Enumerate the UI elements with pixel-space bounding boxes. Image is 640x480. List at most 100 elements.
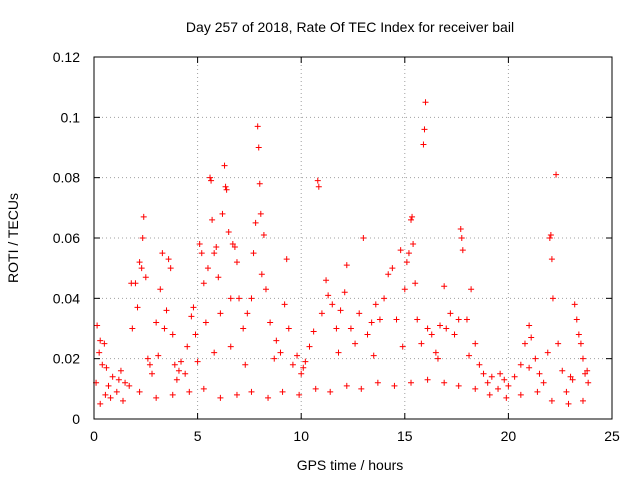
data-point bbox=[410, 241, 417, 248]
data-point bbox=[279, 388, 286, 395]
data-point bbox=[242, 361, 249, 368]
y-tick-labels: 0 0.02 0.04 0.06 0.08 0.1 0.12 bbox=[53, 49, 80, 427]
data-point bbox=[233, 391, 240, 398]
data-point bbox=[136, 259, 143, 266]
data-point bbox=[567, 373, 574, 380]
x-tick-label: 5 bbox=[194, 428, 202, 444]
data-point bbox=[534, 388, 541, 395]
data-point bbox=[142, 274, 149, 281]
data-point bbox=[153, 394, 160, 401]
data-point bbox=[315, 183, 322, 190]
data-point bbox=[553, 171, 560, 178]
data-point bbox=[412, 280, 419, 287]
data-point bbox=[94, 322, 101, 329]
data-point bbox=[163, 307, 170, 314]
data-point bbox=[173, 376, 180, 383]
data-point bbox=[488, 373, 495, 380]
data-point bbox=[101, 340, 108, 347]
data-point bbox=[144, 355, 151, 362]
data-point bbox=[192, 331, 199, 338]
data-point bbox=[547, 231, 554, 238]
data-point bbox=[117, 367, 124, 374]
data-point bbox=[312, 385, 319, 392]
data-point bbox=[443, 325, 450, 332]
data-point bbox=[466, 352, 473, 359]
data-point bbox=[555, 340, 562, 347]
data-point bbox=[102, 391, 109, 398]
data-point bbox=[503, 394, 510, 401]
data-point bbox=[368, 319, 375, 326]
data-point bbox=[221, 162, 228, 169]
x-tick-labels: 0 5 10 15 20 25 bbox=[90, 428, 620, 444]
data-point bbox=[250, 250, 257, 257]
data-point bbox=[262, 286, 269, 293]
y-axis-label: ROTI / TECUs bbox=[5, 193, 21, 283]
data-point bbox=[329, 301, 336, 308]
data-point bbox=[169, 391, 176, 398]
grid-lines bbox=[94, 57, 612, 419]
data-point bbox=[167, 265, 174, 272]
y-tick-label: 0.04 bbox=[53, 290, 80, 306]
data-point bbox=[577, 340, 584, 347]
data-point bbox=[548, 397, 555, 404]
data-point bbox=[495, 385, 502, 392]
data-point bbox=[260, 231, 267, 238]
data-point bbox=[296, 391, 303, 398]
data-point bbox=[549, 295, 556, 302]
data-point bbox=[188, 313, 195, 320]
data-point bbox=[169, 331, 176, 338]
data-point bbox=[356, 310, 363, 317]
data-point bbox=[468, 286, 475, 293]
data-point bbox=[229, 241, 236, 248]
data-point bbox=[374, 379, 381, 386]
data-point bbox=[171, 361, 178, 368]
x-tick-label: 0 bbox=[90, 428, 98, 444]
data-point bbox=[271, 355, 278, 362]
x-tick-label: 15 bbox=[397, 428, 413, 444]
data-point bbox=[397, 247, 404, 254]
data-point bbox=[428, 331, 435, 338]
data-point bbox=[528, 334, 535, 341]
data-point bbox=[472, 340, 479, 347]
data-point bbox=[391, 382, 398, 389]
data-point bbox=[457, 225, 464, 232]
data-point bbox=[155, 352, 162, 359]
data-point bbox=[393, 316, 400, 323]
data-point bbox=[325, 292, 332, 299]
data-point bbox=[222, 183, 229, 190]
data-point bbox=[227, 343, 234, 350]
data-point bbox=[273, 337, 280, 344]
data-point bbox=[182, 370, 189, 377]
data-point bbox=[575, 331, 582, 338]
data-point bbox=[225, 228, 232, 235]
data-point bbox=[441, 379, 448, 386]
data-point bbox=[432, 349, 439, 356]
data-point bbox=[285, 325, 292, 332]
x-axis-label: GPS time / hours bbox=[297, 457, 404, 473]
data-point bbox=[401, 286, 408, 293]
data-point bbox=[571, 301, 578, 308]
data-point bbox=[200, 385, 207, 392]
data-point bbox=[300, 364, 307, 371]
data-point bbox=[546, 235, 553, 241]
data-point bbox=[511, 373, 518, 380]
data-point bbox=[573, 316, 580, 323]
data-point bbox=[255, 144, 262, 151]
data-point bbox=[198, 250, 205, 257]
data-point bbox=[289, 361, 296, 368]
data-point bbox=[559, 367, 566, 374]
data-point bbox=[233, 259, 240, 266]
data-point bbox=[409, 213, 416, 220]
data-point bbox=[501, 376, 508, 383]
data-point bbox=[157, 286, 164, 293]
data-point bbox=[333, 325, 340, 332]
data-marks bbox=[93, 99, 592, 407]
data-point bbox=[441, 283, 448, 290]
data-point bbox=[563, 388, 570, 395]
data-point bbox=[120, 397, 127, 404]
data-point bbox=[420, 141, 427, 148]
data-point bbox=[536, 370, 543, 377]
data-point bbox=[161, 325, 168, 332]
data-point bbox=[294, 352, 301, 359]
